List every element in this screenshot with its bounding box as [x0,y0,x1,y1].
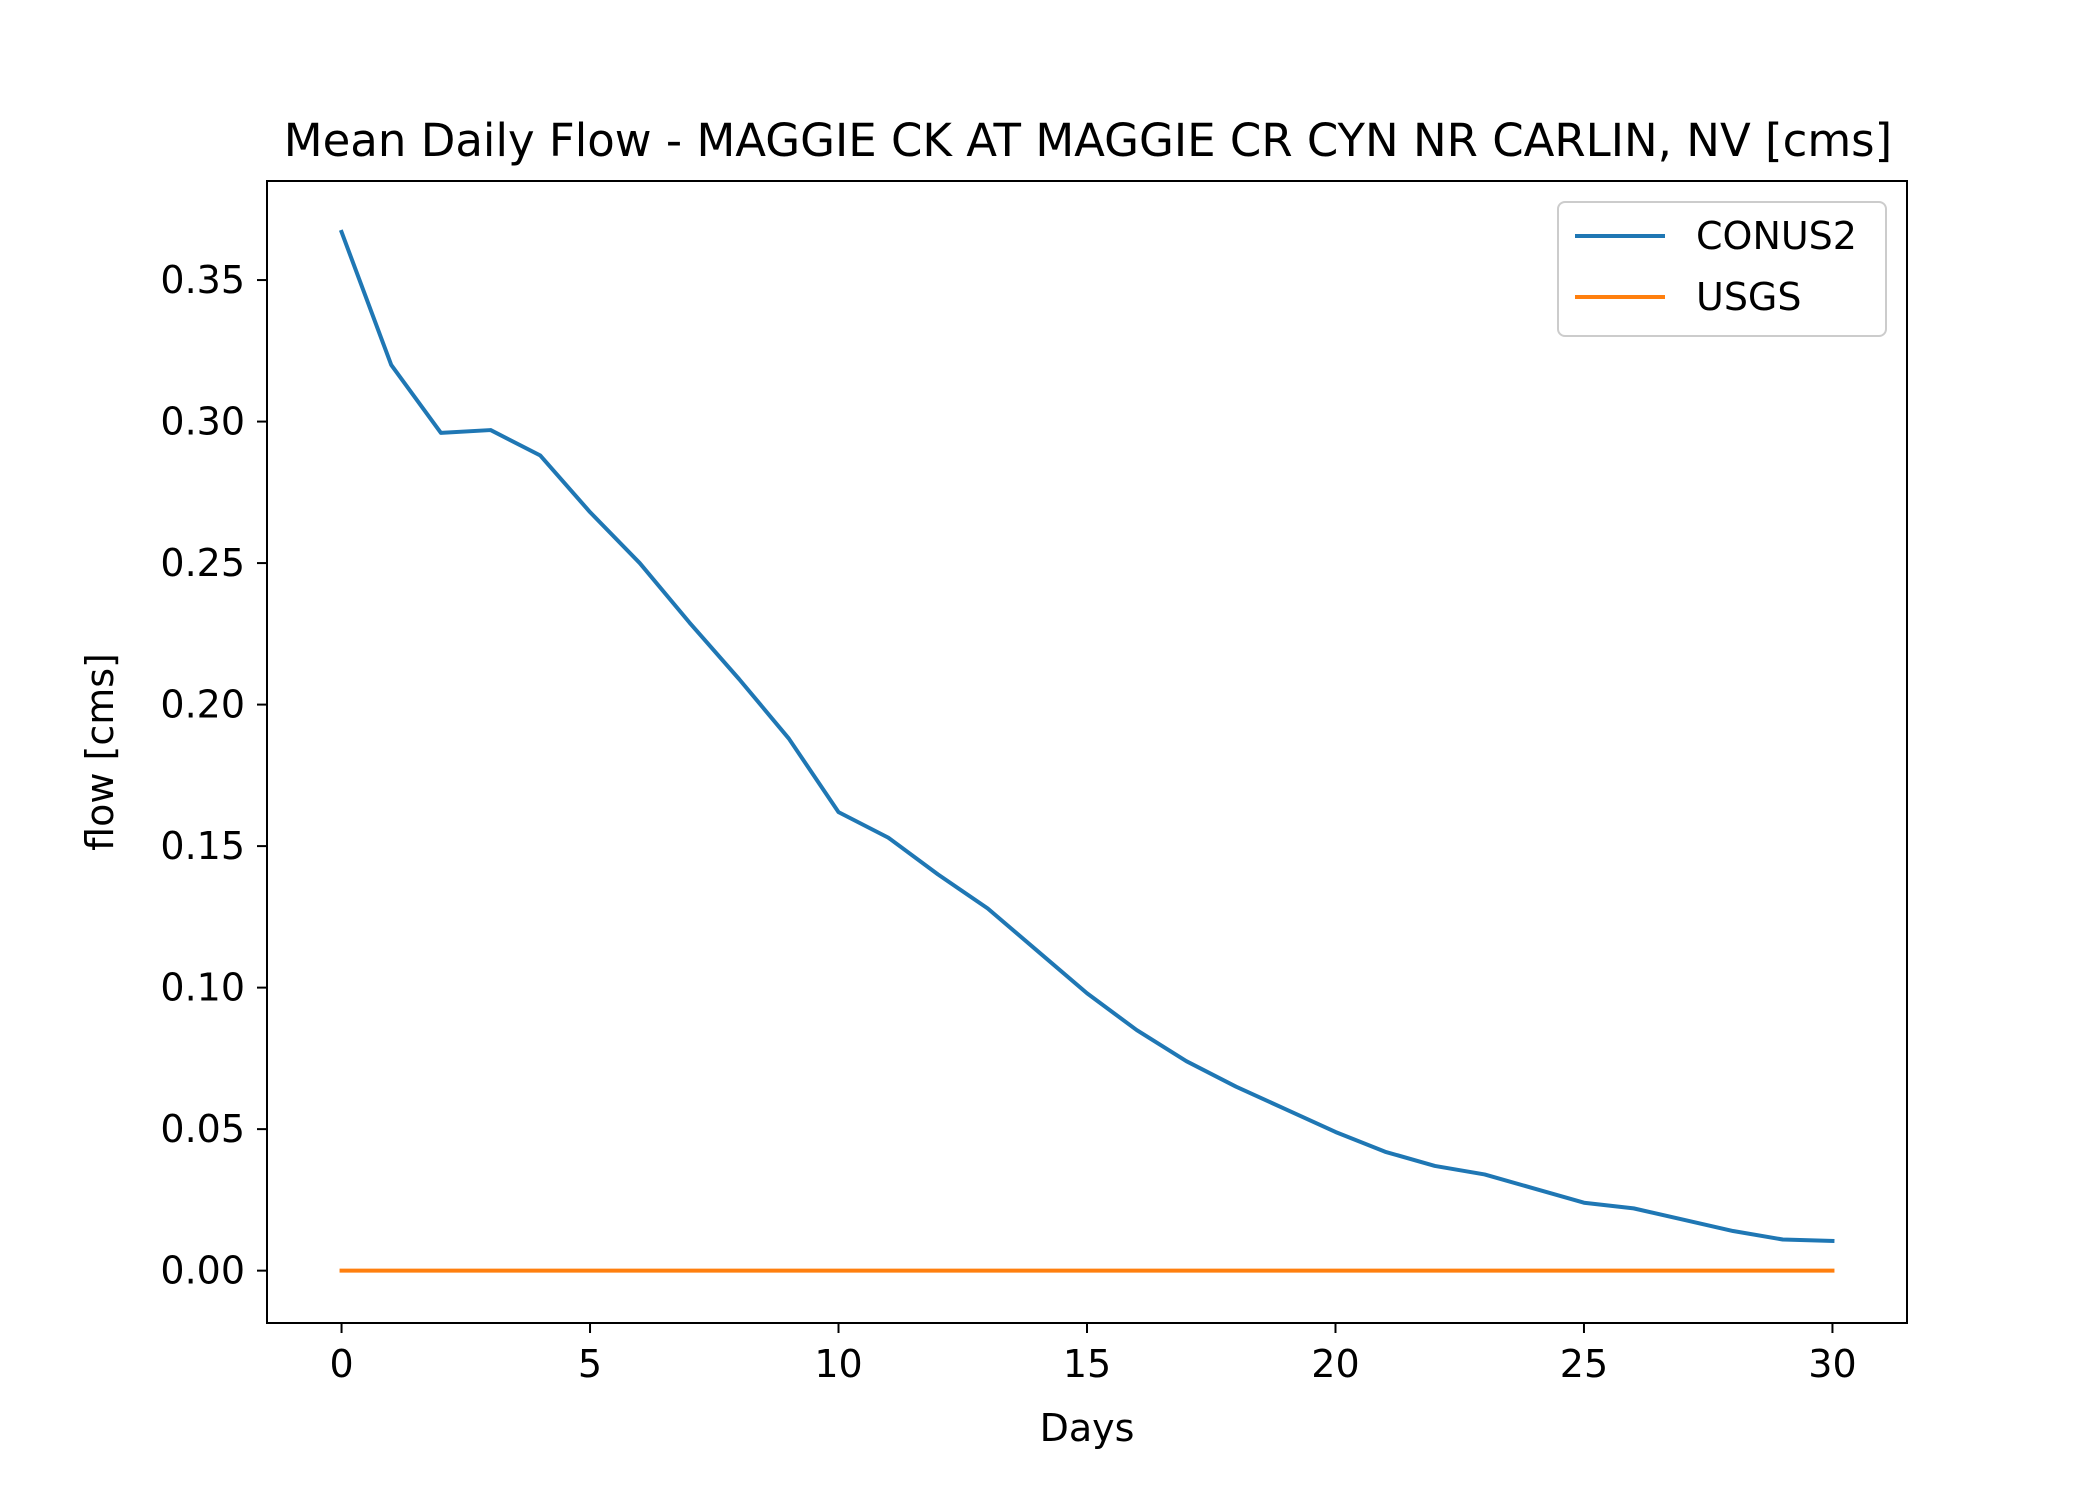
y-tick-label: 0.35 [160,258,245,302]
legend-label-conus2: CONUS2 [1696,214,1857,258]
y-tick-label: 0.30 [160,400,245,444]
legend-label-usgs: USGS [1696,275,1802,319]
y-tick-label: 0.25 [160,541,245,585]
y-axis-ticks: 0.00 0.05 0.10 0.15 0.20 0.25 0.30 0.35 [160,258,267,1293]
y-axis-label: flow [cms] [78,653,122,851]
y-tick-label: 0.05 [160,1107,245,1151]
x-tick-label: 15 [1063,1342,1111,1386]
series-line-conus2 [338,229,1835,1243]
legend: CONUS2 USGS [1557,201,1887,337]
x-tick-label: 30 [1808,1342,1856,1386]
y-tick-label: 0.00 [160,1249,245,1293]
x-tick-label: 5 [578,1342,602,1386]
x-tick-label: 25 [1560,1342,1608,1386]
x-axis-ticks: 0 5 10 15 20 25 30 [329,1323,1857,1386]
x-tick-label: 10 [814,1342,862,1386]
y-tick-label: 0.10 [160,966,245,1010]
y-tick-label: 0.15 [160,824,245,868]
chart-title: Mean Daily Flow - MAGGIE CK AT MAGGIE CR… [284,114,1892,167]
x-axis-label: Days [1040,1406,1135,1450]
x-tick-label: 0 [329,1342,353,1386]
series-lines [338,229,1835,1273]
y-tick-label: 0.20 [160,683,245,727]
x-tick-label: 20 [1311,1342,1359,1386]
